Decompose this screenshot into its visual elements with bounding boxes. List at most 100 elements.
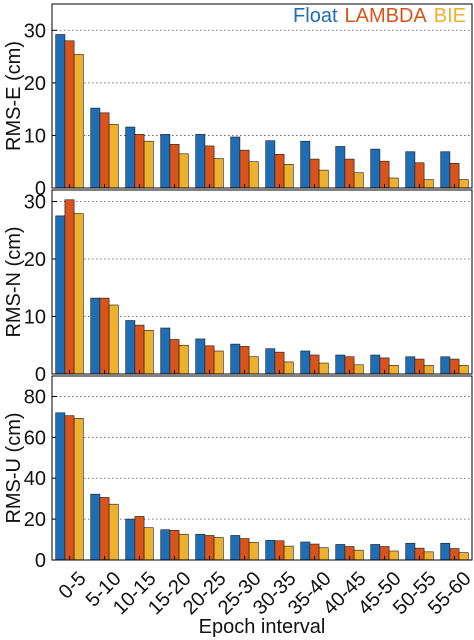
y-tick-label: 20 bbox=[24, 73, 46, 95]
bar-bie-5-10 bbox=[108, 124, 119, 189]
bar-bie-50-55 bbox=[423, 551, 434, 561]
bar-float-10-15 bbox=[125, 320, 136, 375]
bar-float-40-45 bbox=[335, 354, 346, 375]
bar-lambda-45-50 bbox=[379, 160, 390, 189]
y-tick-label: 10 bbox=[24, 125, 46, 147]
y-tick-label: 80 bbox=[24, 386, 46, 408]
y-tick-label: 20 bbox=[24, 249, 46, 271]
bar-bie-35-40 bbox=[318, 169, 329, 189]
bar-bie-0-5 bbox=[73, 213, 84, 375]
bar-bie-20-25 bbox=[213, 537, 224, 561]
bar-float-40-45 bbox=[335, 544, 346, 561]
bar-float-50-55 bbox=[405, 542, 416, 561]
y-tick-label: 30 bbox=[24, 192, 46, 214]
bar-float-30-35 bbox=[265, 348, 276, 375]
bar-float-50-55 bbox=[405, 356, 416, 375]
bar-float-5-10 bbox=[90, 297, 101, 375]
legend: BIE LAMBDA Float bbox=[293, 5, 466, 27]
bar-lambda-20-25 bbox=[204, 145, 215, 189]
bar-lambda-25-30 bbox=[239, 149, 250, 189]
bar-bie-0-5 bbox=[73, 418, 84, 561]
bar-bie-50-55 bbox=[423, 179, 434, 189]
bar-float-20-25 bbox=[195, 338, 206, 375]
bar-float-45-50 bbox=[370, 354, 381, 375]
bar-bie-10-15 bbox=[143, 329, 154, 375]
bar-float-0-5 bbox=[55, 34, 66, 189]
bar-bie-5-10 bbox=[108, 304, 119, 375]
bar-lambda-5-10 bbox=[99, 497, 110, 561]
bar-bie-40-45 bbox=[353, 172, 364, 189]
bar-float-55-60 bbox=[440, 542, 451, 561]
bar-float-20-25 bbox=[195, 533, 206, 561]
bar-lambda-15-20 bbox=[169, 530, 180, 561]
bar-bie-30-35 bbox=[283, 361, 294, 375]
y-tick-label: 30 bbox=[24, 20, 46, 42]
plot-frame bbox=[51, 3, 473, 189]
bar-bie-0-5 bbox=[73, 54, 84, 189]
legend-item-lambda: LAMBDA bbox=[345, 5, 428, 27]
bar-float-35-40 bbox=[300, 541, 311, 561]
bar-lambda-0-5 bbox=[64, 199, 75, 375]
bar-float-10-15 bbox=[125, 126, 136, 189]
y-tick-label: 10 bbox=[24, 307, 46, 329]
bar-bie-45-50 bbox=[388, 365, 399, 375]
bar-bie-55-60 bbox=[458, 365, 469, 375]
bar-bie-55-60 bbox=[458, 552, 469, 561]
y-tick-label: 0 bbox=[35, 364, 46, 386]
bar-float-30-35 bbox=[265, 140, 276, 189]
bar-bie-45-50 bbox=[388, 177, 399, 189]
bar-float-15-20 bbox=[160, 529, 171, 561]
bar-lambda-0-5 bbox=[64, 40, 75, 189]
bar-bie-55-60 bbox=[458, 179, 469, 189]
bar-lambda-10-15 bbox=[134, 324, 145, 375]
bar-float-5-10 bbox=[90, 107, 101, 189]
bar-bie-5-10 bbox=[108, 503, 119, 561]
bar-lambda-40-45 bbox=[344, 158, 355, 189]
panel-2: 0 10 20 30 RMS-N (cm) bbox=[3, 189, 473, 386]
bar-float-55-60 bbox=[440, 356, 451, 375]
bar-bie-40-45 bbox=[353, 549, 364, 561]
bar-bie-15-20 bbox=[178, 153, 189, 189]
bar-float-25-30 bbox=[230, 136, 241, 189]
y-tick-label: 40 bbox=[24, 468, 46, 490]
plot-frame bbox=[51, 375, 473, 561]
bar-float-20-25 bbox=[195, 134, 206, 189]
bar-float-5-10 bbox=[90, 493, 101, 561]
bar-bie-20-25 bbox=[213, 158, 224, 189]
bar-float-45-50 bbox=[370, 148, 381, 189]
bar-float-25-30 bbox=[230, 535, 241, 561]
legend-item-bie: BIE bbox=[434, 5, 466, 27]
bar-lambda-5-10 bbox=[99, 112, 110, 189]
bar-bie-15-20 bbox=[178, 533, 189, 561]
plot-frame bbox=[51, 189, 473, 375]
y-tick-label: 20 bbox=[24, 509, 46, 531]
y-axis-label: RMS-E (cm) bbox=[3, 41, 25, 151]
bar-lambda-15-20 bbox=[169, 339, 180, 375]
bar-bie-10-15 bbox=[143, 527, 154, 561]
bar-float-15-20 bbox=[160, 327, 171, 375]
y-tick-label: 0 bbox=[35, 178, 46, 200]
bar-float-10-15 bbox=[125, 518, 136, 561]
bar-float-40-45 bbox=[335, 146, 346, 189]
bar-float-35-40 bbox=[300, 350, 311, 375]
bar-bie-25-30 bbox=[248, 542, 259, 561]
y-tick-label: 60 bbox=[24, 427, 46, 449]
bar-bie-50-55 bbox=[423, 365, 434, 375]
bar-float-25-30 bbox=[230, 343, 241, 375]
legend-item-float: Float bbox=[293, 5, 338, 27]
bar-lambda-10-15 bbox=[134, 134, 145, 189]
bar-bie-30-35 bbox=[283, 545, 294, 561]
bar-bie-15-20 bbox=[178, 344, 189, 375]
y-tick-label: 0 bbox=[35, 550, 46, 572]
bar-float-15-20 bbox=[160, 134, 171, 189]
bar-lambda-30-35 bbox=[274, 154, 285, 189]
bar-float-50-55 bbox=[405, 151, 416, 189]
bar-bie-25-30 bbox=[248, 161, 259, 189]
bar-float-0-5 bbox=[55, 215, 66, 375]
bar-float-55-60 bbox=[440, 151, 451, 189]
bar-float-30-35 bbox=[265, 540, 276, 561]
bar-lambda-20-25 bbox=[204, 345, 215, 375]
bar-bie-10-15 bbox=[143, 140, 154, 189]
